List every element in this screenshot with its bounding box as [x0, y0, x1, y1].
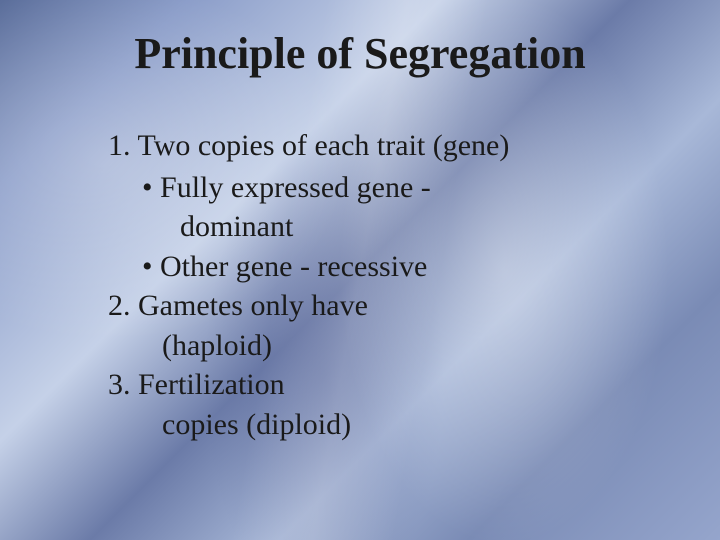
slide-content: Principle of Segregation 1. Two copies o… — [0, 0, 720, 443]
list-item-3: 3. Fertilization — [108, 366, 670, 404]
list-item-3-cont: copies (diploid) — [108, 406, 670, 444]
list-item-1-sub-a: • Fully expressed gene - — [108, 169, 670, 207]
list-item-1-sub-b: • Other gene - recessive — [108, 248, 670, 286]
outline-list: 1. Two copies of each trait (gene) • Ful… — [50, 127, 670, 443]
list-item-2-cont: (haploid) — [108, 327, 670, 365]
slide-title: Principle of Segregation — [50, 28, 670, 79]
list-item-1-sub-a-cont: dominant — [108, 208, 670, 246]
list-item-1: 1. Two copies of each trait (gene) — [108, 127, 670, 165]
list-item-2: 2. Gametes only have — [108, 287, 670, 325]
